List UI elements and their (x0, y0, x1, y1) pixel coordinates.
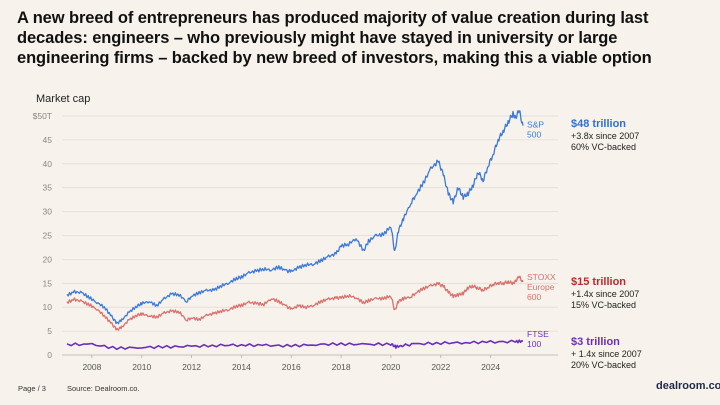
y-ticks: 0 5 10 15 20 25 30 35 40 45 $50T (33, 111, 53, 360)
x-tick-label: 2008 (82, 362, 101, 372)
y-tick-label: 0 (47, 350, 52, 360)
stoxx-growth: +1.4x since 2007 (571, 289, 640, 299)
x-tick-label: 2014 (232, 362, 251, 372)
stoxx-annotation: $15 trillion +1.4x since 2007 15% VC-bac… (571, 276, 639, 311)
series-line-stoxx-europe-600 (66, 275, 524, 331)
series-label: STOXX (527, 272, 556, 282)
series-line-s-p-500 (66, 110, 524, 325)
page-title: A new breed of entrepreneurs has produce… (17, 9, 652, 67)
y-tick-label: 25 (43, 231, 53, 241)
source-note: Source: Dealroom.co. (67, 384, 140, 393)
sp500-value: $48 trillion (571, 118, 627, 130)
y-tick-label: 40 (43, 159, 53, 169)
y-tick-label: 20 (43, 254, 53, 264)
x-tick-label: 2010 (132, 362, 151, 372)
stoxx-vc-share: 15% VC-backed (571, 300, 637, 310)
ftse-growth: + 1.4x since 2007 (571, 349, 642, 359)
series-label: 100 (527, 339, 541, 349)
x-ticks: 2008 2010 2012 2014 2016 2018 2020 2022 2024 (82, 355, 500, 372)
series-lines (66, 110, 524, 351)
series-label: 600 (527, 292, 541, 302)
sp500-annotation: $48 trillion +3.8x since 2007 60% VC-bac… (571, 118, 639, 153)
dealroom-logo: dealroom.co (656, 380, 720, 392)
sp500-vc-share: 60% VC-backed (571, 142, 637, 152)
page-number: Page / 3 (18, 384, 46, 393)
x-tick-label: 2012 (182, 362, 201, 372)
y-tick-label: 35 (43, 183, 53, 193)
x-tick-label: 2018 (332, 362, 351, 372)
x-tick-label: 2020 (381, 362, 400, 372)
sp500-growth: +3.8x since 2007 (571, 131, 640, 141)
series-label: S&P (527, 120, 544, 130)
x-tick-label: 2022 (431, 362, 450, 372)
series-line-ftse-100 (66, 339, 524, 351)
y-tick-label: $50T (33, 111, 52, 121)
y-tick-label: 10 (43, 302, 53, 312)
ftse-annotation: $3 trillion + 1.4x since 2007 20% VC-bac… (571, 336, 642, 371)
x-tick-label: 2024 (481, 362, 500, 372)
y-tick-label: 5 (47, 326, 52, 336)
ftse-value: $3 trillion (571, 336, 620, 348)
y-axis-title: Market cap (36, 93, 91, 105)
x-tick-label: 2016 (282, 362, 301, 372)
grid (62, 115, 558, 356)
stoxx-value: $15 trillion (571, 276, 627, 288)
y-tick-label: 30 (43, 207, 53, 217)
ftse-vc-share: 20% VC-backed (571, 360, 637, 370)
series-label: Europe (527, 282, 555, 292)
series-label: FTSE (527, 329, 549, 339)
series-label: 500 (527, 130, 541, 140)
y-tick-label: 45 (43, 135, 53, 145)
y-tick-label: 15 (43, 278, 53, 288)
